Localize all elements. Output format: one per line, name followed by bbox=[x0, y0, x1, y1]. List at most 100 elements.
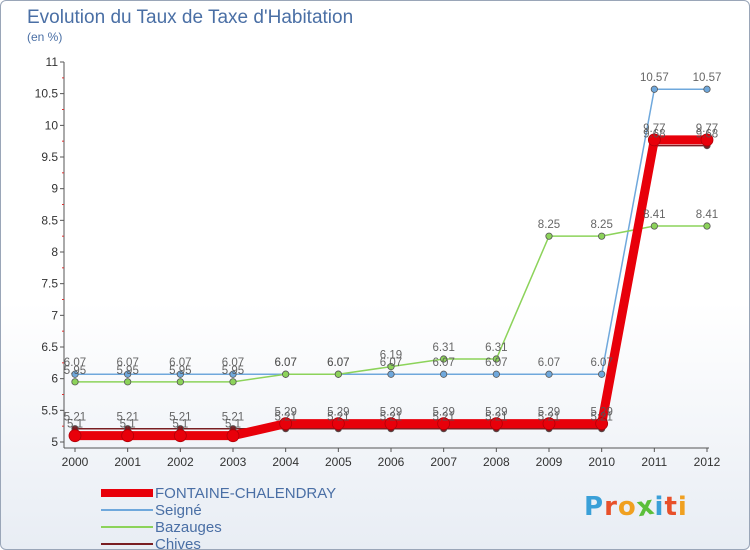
data-label: 5.29 bbox=[380, 407, 402, 419]
data-label: 6.07 bbox=[169, 357, 191, 369]
data-label: 5.21 bbox=[590, 412, 612, 424]
data-point bbox=[282, 370, 290, 378]
y-tick-label: 5.5 bbox=[41, 403, 58, 417]
logo-letter: t bbox=[664, 492, 678, 522]
data-point bbox=[384, 417, 398, 431]
data-label: 9.68 bbox=[696, 129, 718, 141]
data-point bbox=[68, 429, 82, 443]
chart-unit-label: (en %) bbox=[27, 30, 63, 44]
data-label: 6.07 bbox=[116, 357, 138, 369]
logo-letter: o bbox=[617, 492, 637, 522]
logo-letter: i bbox=[654, 492, 665, 522]
x-tick-label: 2000 bbox=[62, 455, 89, 469]
x-tick-label: 2010 bbox=[588, 455, 615, 469]
logo-letter: r bbox=[604, 492, 618, 522]
data-label: 5.95 bbox=[64, 365, 86, 377]
y-tick-label: 7.5 bbox=[41, 277, 58, 291]
data-label: 6.31 bbox=[485, 342, 507, 354]
series-line-0 bbox=[75, 135, 707, 441]
y-tick-label: 6 bbox=[51, 372, 58, 386]
legend-label: FONTAINE-CHALENDRAY bbox=[155, 485, 337, 502]
data-point bbox=[440, 370, 448, 378]
x-tick-label: 2001 bbox=[114, 455, 141, 469]
data-point bbox=[542, 417, 556, 431]
data-label: 9.68 bbox=[643, 129, 665, 141]
data-point bbox=[440, 355, 448, 363]
data-point bbox=[703, 85, 711, 93]
data-label: 6.07 bbox=[274, 357, 296, 369]
data-point bbox=[545, 370, 553, 378]
x-tick-label: 2007 bbox=[430, 455, 457, 469]
x-tick-label: 2012 bbox=[694, 455, 721, 469]
data-point bbox=[492, 355, 500, 363]
data-label: 6.07 bbox=[590, 357, 612, 369]
data-label: 10.57 bbox=[640, 72, 669, 84]
data-point bbox=[703, 222, 711, 230]
legend-swatch bbox=[101, 489, 153, 497]
data-point bbox=[71, 370, 79, 378]
data-label: 5.21 bbox=[327, 412, 349, 424]
x-tick-label: 2005 bbox=[325, 455, 352, 469]
data-point bbox=[647, 133, 661, 147]
data-label: 5.29 bbox=[327, 407, 349, 419]
data-label: 6.31 bbox=[432, 342, 454, 354]
data-label: 5.95 bbox=[169, 365, 191, 377]
data-point bbox=[489, 417, 503, 431]
data-point bbox=[279, 417, 293, 431]
data-point bbox=[437, 417, 451, 431]
data-label: 8.25 bbox=[538, 219, 560, 231]
data-point bbox=[492, 370, 500, 378]
y-tick-label: 8.5 bbox=[41, 213, 58, 227]
data-point bbox=[173, 429, 187, 443]
x-tick-label: 2009 bbox=[536, 455, 563, 469]
data-label: 6.07 bbox=[64, 357, 86, 369]
data-point bbox=[334, 370, 342, 378]
data-label: 6.19 bbox=[380, 350, 402, 362]
data-label: 9.77 bbox=[696, 123, 718, 135]
data-point bbox=[387, 370, 395, 378]
y-tick-label: 11 bbox=[46, 55, 59, 69]
data-label: 5.1 bbox=[67, 419, 83, 431]
legend-swatch bbox=[101, 526, 153, 528]
proxiti-logo: Proxiti bbox=[584, 491, 688, 524]
data-label: 5.29 bbox=[274, 407, 296, 419]
legend-swatch bbox=[101, 509, 153, 511]
data-point bbox=[650, 222, 658, 230]
legend-label: Chives bbox=[155, 536, 201, 550]
data-point bbox=[595, 417, 609, 431]
data-label: 5.29 bbox=[485, 407, 507, 419]
x-tick-label: 2004 bbox=[272, 455, 299, 469]
data-point bbox=[176, 370, 184, 378]
data-point bbox=[229, 370, 237, 378]
data-label: 6.07 bbox=[380, 357, 402, 369]
x-tick-label: 2008 bbox=[483, 455, 510, 469]
data-point bbox=[121, 429, 135, 443]
chart-title: Evolution du Taux de Taxe d'Habitation bbox=[27, 7, 354, 28]
y-tick-label: 9.5 bbox=[41, 150, 58, 164]
logo-letter: i bbox=[677, 492, 688, 522]
data-point bbox=[124, 378, 132, 386]
data-point bbox=[650, 85, 658, 93]
data-label: 10.57 bbox=[693, 72, 722, 84]
data-point bbox=[598, 232, 606, 240]
data-label: 5.21 bbox=[64, 412, 86, 424]
data-label: 6.07 bbox=[327, 357, 349, 369]
legend-swatch bbox=[101, 543, 153, 545]
logo-letter: P bbox=[584, 492, 605, 522]
y-tick-label: 5 bbox=[51, 435, 58, 449]
data-label: 5.21 bbox=[169, 412, 191, 424]
x-tick-label: 2011 bbox=[641, 455, 667, 469]
data-point bbox=[598, 370, 606, 378]
data-label: 5.21 bbox=[116, 412, 138, 424]
data-label: 6.07 bbox=[327, 357, 349, 369]
data-point bbox=[176, 378, 184, 386]
data-label: 5.21 bbox=[538, 412, 560, 424]
y-tick-label: 10.5 bbox=[35, 87, 59, 101]
data-point bbox=[226, 429, 240, 443]
data-point bbox=[229, 378, 237, 386]
data-point bbox=[331, 417, 345, 431]
data-point bbox=[387, 363, 395, 371]
data-label: 6.07 bbox=[222, 357, 244, 369]
series-line-1 bbox=[75, 88, 707, 375]
